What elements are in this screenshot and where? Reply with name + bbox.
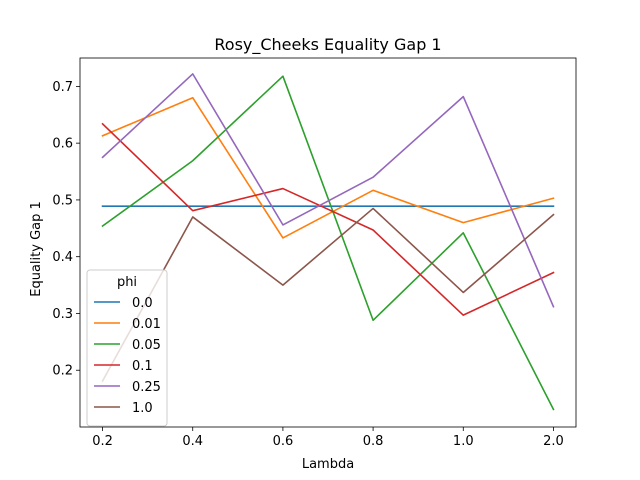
y-tick-label: 0.5: [52, 193, 73, 208]
series-line-0-25: [101, 73, 555, 308]
y-tick-label: 0.4: [52, 250, 73, 265]
x-tick-label: 0.4: [182, 434, 203, 449]
x-tick-label: 0.2: [92, 434, 113, 449]
y-tick-label: 0.3: [52, 307, 73, 322]
y-tick-label: 0.6: [52, 137, 73, 152]
legend-label: 0.1: [132, 359, 153, 374]
x-tick-label: 1.0: [453, 434, 474, 449]
series-line-0-01: [101, 96, 555, 239]
legend-label: 0.25: [132, 380, 161, 395]
x-axis-label: Lambda: [302, 457, 354, 472]
plot-area: 0.2 0.4 0.6 0.8 1.0 2.0 0.2 0.3 0.4 0.5 0.6 0.7: [52, 57, 577, 449]
chart-title: Rosy_Cheeks Equality Gap 1: [214, 35, 441, 55]
x-tick-label: 0.6: [273, 434, 294, 449]
plot-frame: [79, 57, 577, 428]
legend-label: 1.0: [132, 401, 153, 416]
x-tick-label: 0.8: [363, 434, 384, 449]
legend-label: 0.0: [132, 296, 153, 311]
y-axis-label: Equality Gap 1: [29, 201, 44, 297]
legend-box: [86, 269, 168, 427]
legend: phi 0.0 0.01 0.05 0.1 0.25 1.0: [86, 269, 168, 427]
series-line-0-1: [101, 122, 555, 316]
legend-label: 0.01: [132, 317, 161, 332]
legend-label: 0.05: [132, 338, 161, 353]
legend-title: phi: [117, 275, 137, 290]
y-tick-label: 0.2: [52, 364, 73, 379]
y-tick-label: 0.7: [52, 80, 73, 95]
x-tick-label: 2.0: [543, 434, 564, 449]
series-line-0-05: [101, 75, 555, 411]
series-line-1-0: [101, 207, 555, 383]
